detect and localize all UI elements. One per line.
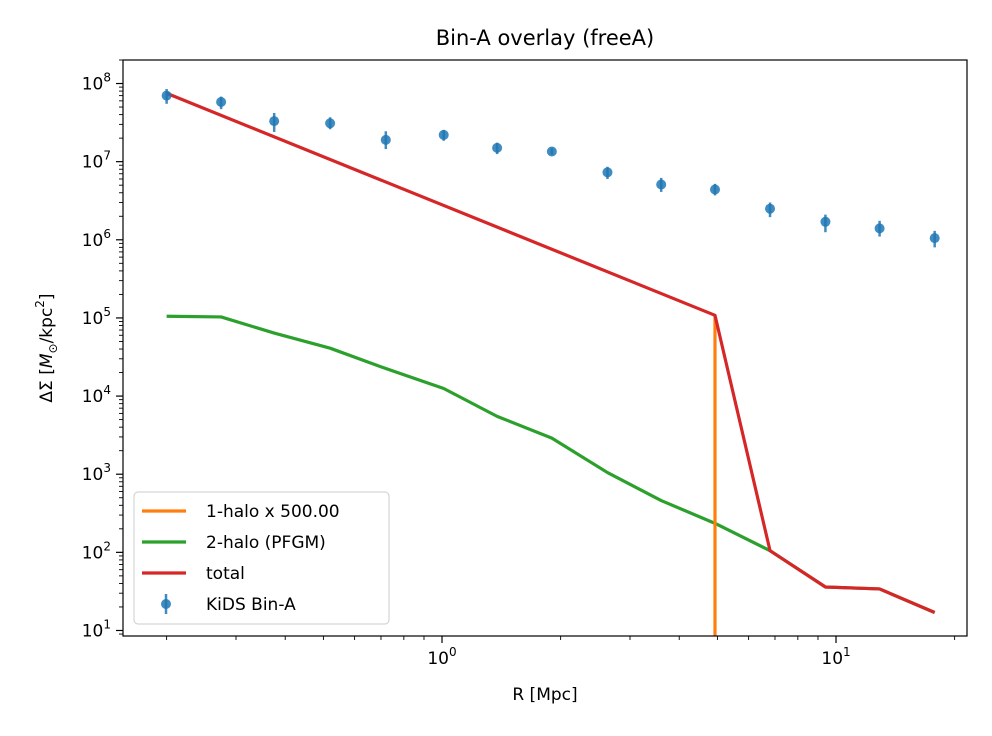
data-point — [874, 223, 885, 234]
y-tick-label: 106 — [82, 227, 111, 251]
plot-area — [161, 89, 940, 636]
data-point — [765, 203, 776, 214]
data-point — [216, 97, 227, 108]
data-point — [602, 167, 613, 178]
y-tick-label: 104 — [82, 383, 111, 407]
y-tick-label: 103 — [82, 461, 111, 485]
y-tick-label: 107 — [82, 149, 111, 173]
legend-label-2-halo: 2-halo (PFGM) — [206, 533, 326, 553]
data-point — [325, 118, 336, 129]
x-tick-label: 100 — [427, 645, 456, 669]
legend-label-1-halo: 1-halo x 500.00 — [206, 502, 340, 522]
data-point — [438, 129, 449, 140]
legend-label-kids: KiDS Bin-A — [206, 595, 296, 615]
y-axis-ticks: 101 102 103 104 105 106 107 108 — [82, 59, 123, 641]
data-point — [656, 179, 667, 190]
data-point — [820, 216, 831, 227]
data-point — [380, 134, 391, 145]
x-axis-label: R [Mpc] — [512, 685, 577, 705]
legend-box — [133, 491, 390, 625]
data-point — [492, 142, 503, 153]
legend: 1-halo x 500.00 2-halo (PFGM) total KiDS… — [133, 491, 390, 625]
y-axis-label: ΔΣ [M⊙/kpc2] — [33, 293, 60, 402]
data-point — [929, 233, 940, 244]
axes-frame — [122, 59, 968, 637]
y-tick-label: 108 — [82, 71, 111, 95]
legend-label-total: total — [206, 564, 245, 584]
y-tick-label: 102 — [82, 539, 111, 563]
data-point — [269, 116, 280, 127]
chart-title: Bin-A overlay (freeA) — [436, 26, 655, 50]
y-tick-label: 101 — [82, 617, 111, 641]
data-point — [709, 184, 720, 195]
x-tick-label: 101 — [821, 645, 850, 669]
data-point — [546, 146, 557, 157]
y-tick-label: 105 — [82, 305, 111, 329]
x-axis-ticks: 100 101 — [166, 636, 956, 669]
series-line-total — [166, 91, 936, 614]
data-point — [161, 90, 172, 101]
legend-swatch-kids-marker — [161, 599, 171, 609]
